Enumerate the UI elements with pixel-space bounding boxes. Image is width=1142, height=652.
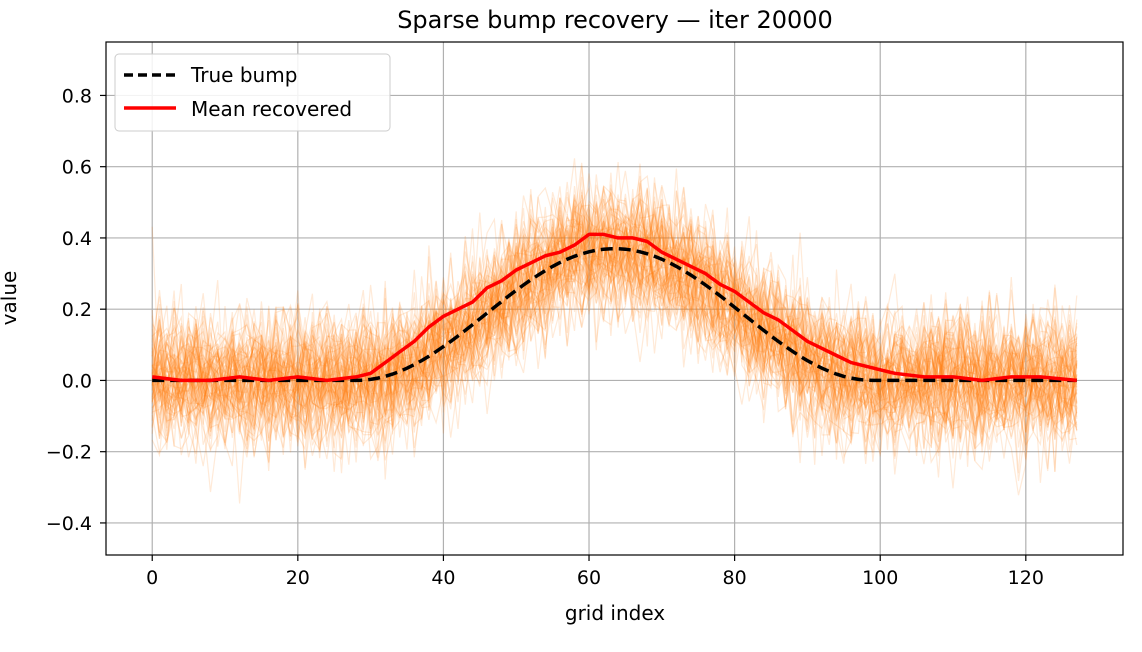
grid <box>106 42 1123 555</box>
sample-line <box>151 221 1078 461</box>
sample-line <box>151 220 1078 454</box>
sample-line <box>151 216 1077 465</box>
sample-line <box>151 220 1078 482</box>
sample-line <box>151 225 1078 472</box>
sample-line <box>151 194 1078 444</box>
legend-true-bump-label: True bump <box>190 63 297 87</box>
x-tick-label: 0 <box>146 567 158 589</box>
sample-line <box>151 240 1078 496</box>
sample-line <box>151 210 1078 453</box>
sample-line <box>151 199 1078 480</box>
sample-line <box>151 186 1078 433</box>
x-tick-label: 100 <box>862 567 898 589</box>
sample-line <box>151 175 1078 421</box>
axis-ticks: 0 20 40 60 80 100 120 −0.4 −0.2 0.0 0.2 0.4 0.6 0.8 <box>46 85 1044 589</box>
sample-line <box>151 195 1078 426</box>
sample-lines <box>151 158 1078 504</box>
x-tick-label: 80 <box>723 567 747 589</box>
y-tick-label: 0.8 <box>62 85 92 107</box>
chart-title: Sparse bump recovery — iter 20000 <box>397 6 833 34</box>
sample-line <box>151 207 1078 438</box>
sample-line <box>151 199 1078 433</box>
sample-line <box>151 199 1078 459</box>
sample-line <box>151 196 1078 465</box>
sample-line <box>151 207 1078 469</box>
sample-line <box>151 197 1078 475</box>
sample-line <box>151 196 1078 457</box>
sample-line <box>151 208 1078 448</box>
sample-line <box>151 165 1078 453</box>
sample-line <box>151 182 1078 437</box>
sample-line <box>151 202 1078 452</box>
sample-line <box>151 200 1078 461</box>
sample-line <box>151 235 1078 470</box>
legend-box <box>114 53 391 132</box>
sample-line <box>151 194 1078 455</box>
sample-line <box>151 220 1078 459</box>
sample-line <box>151 187 1078 472</box>
x-tick-label: 40 <box>431 567 455 589</box>
sample-line <box>151 227 1078 465</box>
sample-line <box>151 225 1078 472</box>
plot-frame <box>105 41 1124 556</box>
mean-recovered-line <box>151 232 1077 383</box>
y-tick-label: −0.4 <box>46 513 92 535</box>
sample-line <box>151 212 1078 445</box>
sample-line <box>151 195 1078 442</box>
sample-line <box>151 198 1078 456</box>
x-tick-label: 60 <box>577 567 601 589</box>
y-tick-label: 0.4 <box>62 228 92 250</box>
sample-line <box>151 205 1078 430</box>
sample-line <box>151 158 1078 455</box>
x-tick-label: 120 <box>1008 567 1044 589</box>
sample-line <box>151 202 1078 474</box>
sample-line <box>151 182 1078 447</box>
sample-line <box>151 194 1078 418</box>
sample-line <box>151 168 1078 439</box>
sample-line <box>151 184 1078 458</box>
sample-line <box>151 189 1078 457</box>
sample-line <box>151 196 1078 493</box>
sample-line <box>151 222 1078 474</box>
sample-line <box>151 220 1078 465</box>
sample-line <box>151 184 1078 459</box>
y-tick-label: −0.2 <box>46 442 92 464</box>
sample-line <box>151 184 1078 444</box>
series-lines <box>151 232 1077 383</box>
y-tick-label: 0.2 <box>62 299 92 321</box>
legend: True bump Mean recovered <box>114 53 391 132</box>
sample-line <box>151 203 1078 437</box>
x-axis-label: grid index <box>565 601 665 625</box>
sample-line <box>151 194 1078 464</box>
sample-line <box>151 189 1078 430</box>
true-bump-line <box>152 246 1077 383</box>
legend-mean-recovered-label: Mean recovered <box>191 97 352 121</box>
sample-line <box>151 186 1078 446</box>
sample-line <box>151 206 1078 456</box>
sample-line <box>151 176 1078 439</box>
sample-line <box>152 194 1078 429</box>
y-axis-label: value <box>0 271 21 326</box>
sample-line <box>151 193 1078 460</box>
sample-line <box>151 221 1078 469</box>
sample-line <box>151 190 1078 472</box>
y-tick-label: 0.6 <box>62 157 92 179</box>
sample-line <box>151 218 1078 437</box>
y-tick-label: 0.0 <box>62 370 92 392</box>
sample-line <box>151 216 1078 462</box>
x-tick-label: 20 <box>286 567 310 589</box>
sample-line <box>151 198 1078 458</box>
sample-line <box>151 195 1078 463</box>
sample-line <box>151 218 1078 459</box>
sample-line <box>151 211 1078 459</box>
